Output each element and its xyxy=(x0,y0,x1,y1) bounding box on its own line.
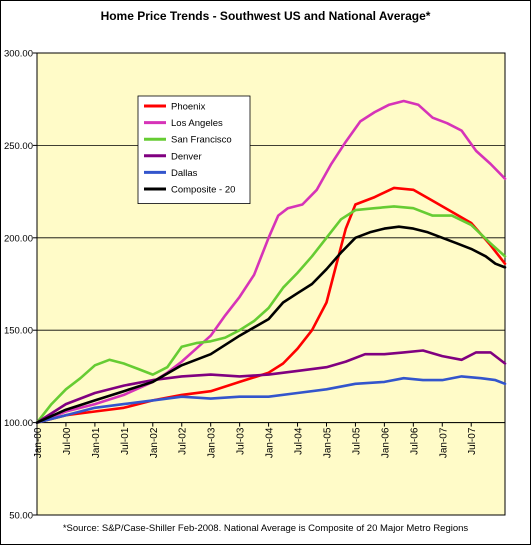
legend-entry: Denver xyxy=(171,151,202,162)
x-tick-label: Jan-05 xyxy=(322,427,333,458)
legend-entry: San Francisco xyxy=(171,135,232,146)
y-tick-label: 100.00 xyxy=(4,418,33,429)
series-line-san-francisco xyxy=(35,205,507,424)
x-tick-label: Jul-05 xyxy=(351,427,362,455)
chart-footnote: *Source: S&P/Case-Shiller Feb-2008. Nati… xyxy=(62,523,469,534)
y-tick-label: 300.00 xyxy=(4,49,33,60)
plot-area xyxy=(36,52,506,516)
x-tick-label: Jul-06 xyxy=(409,427,420,455)
chart-title: Home Price Trends - Southwest US and Nat… xyxy=(100,9,431,23)
x-tick-label: Jan-02 xyxy=(149,427,160,458)
y-tick-label: 50.00 xyxy=(9,511,33,522)
x-tick-label: Jul-07 xyxy=(467,427,478,455)
x-tick-label: Jul-03 xyxy=(236,427,247,455)
x-tick-label: Jul-04 xyxy=(294,427,305,455)
y-tick-label: 150.00 xyxy=(4,326,33,337)
x-tick-label: Jan-03 xyxy=(207,427,218,458)
y-tick-label: 200.00 xyxy=(4,233,33,244)
legend-box xyxy=(137,95,251,204)
legend-entry: Composite - 20 xyxy=(171,185,235,196)
legend-entry: Los Angeles xyxy=(171,118,223,129)
x-tick-label: Jan-06 xyxy=(380,427,391,458)
series-line-denver xyxy=(35,349,507,424)
y-tick-label: 250.00 xyxy=(4,141,33,152)
x-tick-label: Jul-00 xyxy=(62,427,73,455)
x-tick-label: Jul-01 xyxy=(120,427,131,455)
x-tick-label: Jul-02 xyxy=(178,427,189,455)
x-tick-label: Jan-01 xyxy=(91,427,102,458)
x-tick-label: Jan-04 xyxy=(265,427,276,458)
series-line-dallas xyxy=(35,375,507,424)
x-tick-label: Jan-07 xyxy=(438,427,449,458)
legend-entry: Dallas xyxy=(171,168,198,179)
series-line-composite-20 xyxy=(35,225,507,424)
x-tick-label: Jan-00 xyxy=(33,427,44,458)
legend-entry: Phoenix xyxy=(171,102,206,113)
